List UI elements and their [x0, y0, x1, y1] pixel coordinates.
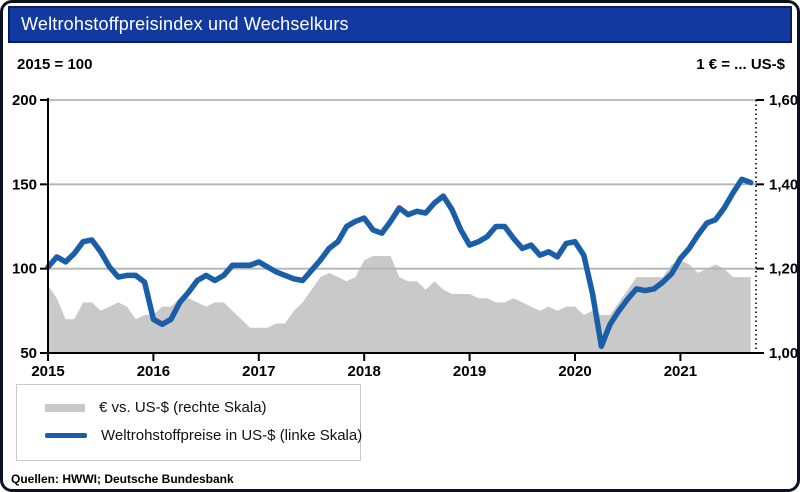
legend-item-commodity-index: Weltrohstoffpreise in US-$ (linke Skala) [45, 427, 362, 444]
legend-label: Weltrohstoffpreise in US-$ (linke Skala) [101, 427, 363, 444]
right-axis-caption: 1 € = ... US-$ [696, 56, 785, 73]
right-tick-label: 1,60 [769, 92, 798, 109]
right-tick-label: 1,40 [769, 176, 798, 193]
legend-item-exchange-rate: € vs. US-$ (rechte Skala) [45, 399, 350, 416]
left-tick-label: 150 [12, 176, 37, 193]
year-tick-label: 2019 [453, 363, 486, 380]
year-tick-label: 2017 [242, 363, 275, 380]
left-tick-label: 100 [12, 261, 37, 278]
commodity-index-line [45, 176, 754, 350]
title-bar: Weltrohstoffpreisindex und Wechselkurs [8, 6, 792, 43]
legend: € vs. US-$ (rechte Skala) Weltrohstoffpr… [16, 384, 362, 461]
right-tick-label: 1,00 [769, 345, 798, 362]
right-tick-label: 1,20 [769, 261, 798, 278]
year-tick-label: 2015 [31, 363, 64, 380]
year-tick-label: 2016 [137, 363, 170, 380]
source-note: Quellen: HWWI; Deutsche Bundesbank [11, 472, 234, 486]
legend-label: € vs. US-$ (rechte Skala) [99, 399, 267, 416]
year-tick-label: 2021 [664, 363, 697, 380]
year-tick-label: 2018 [348, 363, 381, 380]
left-axis-caption: 2015 = 100 [17, 56, 93, 73]
area-gray-swatch [45, 403, 85, 412]
year-tick-label: 2020 [558, 363, 591, 380]
left-tick-label: 50 [20, 345, 37, 362]
page-title: Weltrohstoffpreisindex und Wechselkurs [21, 14, 349, 34]
exchange-rate-area [48, 256, 751, 353]
left-tick-label: 200 [12, 92, 37, 109]
chart-canvas: 200 150 100 50 1,60 1,40 1,20 1,00 2015 2016 2017 2… [12, 92, 798, 380]
line-blue-swatch [45, 433, 87, 438]
